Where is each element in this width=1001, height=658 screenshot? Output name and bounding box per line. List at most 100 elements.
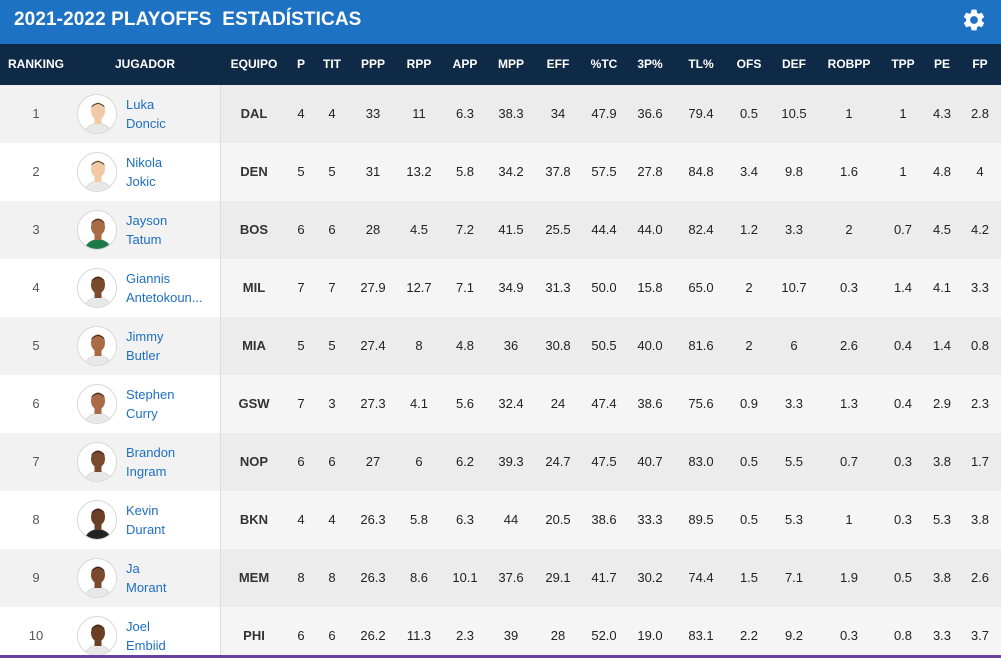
player-first-name: Jimmy — [126, 329, 164, 344]
player-name-link[interactable]: Stephen Curry — [126, 385, 218, 423]
cell-tl: 83.1 — [688, 628, 714, 643]
cell-eff: 28 — [550, 628, 566, 643]
column-header-p[interactable]: P — [296, 57, 305, 71]
cell-equipo: BKN — [239, 512, 269, 527]
cell-def: 10.7 — [781, 280, 807, 295]
column-divider — [220, 85, 221, 658]
cell-app: 6.2 — [455, 454, 475, 469]
column-header-ppp[interactable]: PPP — [360, 57, 385, 71]
column-header-tc[interactable]: %TC — [590, 57, 618, 71]
cell-3p: 30.2 — [637, 570, 663, 585]
cell-fp: 0.8 — [970, 338, 990, 353]
player-last-name: Embiid — [126, 638, 166, 653]
column-header-ranking[interactable]: RANKING — [8, 57, 64, 71]
column-header-rpp[interactable]: RPP — [406, 57, 432, 71]
cell-tl: 84.8 — [688, 164, 714, 179]
player-name-link[interactable]: Giannis Antetokoun... — [126, 269, 218, 307]
cell-p: 6 — [297, 628, 305, 643]
column-header-robpp[interactable]: ROBPP — [827, 57, 871, 71]
cell-rpp: 11 — [412, 106, 426, 121]
player-avatar — [77, 500, 117, 540]
column-header-equipo[interactable]: EQUIPO — [230, 57, 278, 71]
cell-mpp: 39.3 — [498, 454, 524, 469]
cell-pe: 4.5 — [932, 222, 952, 237]
cell-equipo: PHI — [243, 628, 265, 643]
cell-tc: 44.4 — [591, 222, 617, 237]
column-header-jugador[interactable]: JUGADOR — [114, 57, 175, 71]
row-data-background — [221, 259, 1001, 317]
cell-ranking: 9 — [32, 570, 40, 585]
cell-tl: 75.6 — [688, 396, 714, 411]
cell-ranking: 4 — [32, 280, 40, 295]
column-header-def[interactable]: DEF — [782, 57, 806, 71]
player-last-name: Durant — [126, 522, 166, 537]
player-first-name: Stephen — [126, 387, 175, 402]
row-data-background — [221, 85, 1001, 143]
cell-eff: 29.1 — [545, 570, 571, 585]
player-name-link[interactable]: Kevin Durant — [126, 501, 218, 539]
player-name-link[interactable]: Brandon Ingram — [126, 443, 218, 481]
cell-def: 5.5 — [784, 454, 804, 469]
table-row: 8 BKN 4 4 26.3 5.8 6.3 44 20.5 38.6 33.3 89.5 0.5 5.3… — [0, 491, 1001, 549]
cell-robpp: 0.7 — [839, 454, 859, 469]
player-name-link[interactable]: Jayson Tatum — [126, 211, 218, 249]
cell-3p: 19.0 — [637, 628, 663, 643]
row-data-background — [221, 491, 1001, 549]
cell-pe: 3.8 — [932, 570, 952, 585]
cell-mpp: 44 — [503, 512, 519, 527]
cell-tpp: 1.4 — [893, 280, 913, 295]
cell-mpp: 36 — [503, 338, 519, 353]
column-header-tit[interactable]: TIT — [323, 57, 341, 71]
cell-tl: 65.0 — [688, 280, 714, 295]
table-row: 7 NOP 6 6 27 6 6.2 39.3 24.7 47.5 40.7 83.0 0.5 5.5 0.… — [0, 433, 1001, 491]
column-header-3p[interactable]: 3P% — [637, 57, 663, 71]
cell-p: 4 — [297, 512, 305, 527]
player-name-link[interactable]: Nikola Jokic — [126, 153, 218, 191]
cell-tc: 57.5 — [591, 164, 617, 179]
player-name-link[interactable]: Ja Morant — [126, 559, 218, 597]
cell-tpp: 0.4 — [893, 338, 913, 353]
cell-ofs: 2.2 — [739, 628, 759, 643]
player-name-link[interactable]: Joel Embiid — [126, 617, 218, 655]
cell-tit: 4 — [328, 512, 336, 527]
cell-tl: 79.4 — [688, 106, 714, 121]
cell-rpp: 6 — [415, 454, 423, 469]
cell-equipo: NOP — [239, 454, 269, 469]
player-avatar — [77, 152, 117, 192]
cell-mpp: 34.9 — [498, 280, 524, 295]
cell-pe: 3.3 — [932, 628, 952, 643]
cell-p: 8 — [297, 570, 305, 585]
cell-tit: 4 — [328, 106, 336, 121]
column-header-eff[interactable]: EFF — [546, 57, 570, 71]
row-data-background — [221, 201, 1001, 259]
player-first-name: Luka — [126, 97, 155, 112]
column-header-fp[interactable]: FP — [972, 57, 988, 71]
column-header-tpp[interactable]: TPP — [891, 57, 915, 71]
cell-equipo: BOS — [239, 222, 269, 237]
player-avatar — [77, 94, 117, 134]
cell-tl: 89.5 — [688, 512, 714, 527]
cell-app: 5.6 — [455, 396, 475, 411]
cell-tc: 50.0 — [591, 280, 617, 295]
cell-equipo: MEM — [238, 570, 270, 585]
cell-mpp: 32.4 — [498, 396, 524, 411]
table-row: 4 MIL 7 7 27.9 12.7 7.1 34.9 31.3 50.0 15.8 65.0 2 10… — [0, 259, 1001, 317]
cell-tit: 6 — [328, 222, 336, 237]
player-name-link[interactable]: Luka Doncic — [126, 95, 218, 133]
column-header-ofs[interactable]: OFS — [736, 57, 762, 71]
player-first-name: Nikola — [126, 155, 163, 170]
cell-equipo: DEN — [240, 164, 268, 179]
cell-rpp: 4.5 — [409, 222, 429, 237]
column-header-pe[interactable]: PE — [933, 57, 950, 71]
column-header-app[interactable]: APP — [452, 57, 478, 71]
gear-icon[interactable] — [961, 7, 987, 33]
player-name-link[interactable]: Jimmy Butler — [126, 327, 218, 365]
cell-tit: 5 — [328, 338, 336, 353]
column-header-mpp[interactable]: MPP — [497, 57, 524, 71]
cell-3p: 44.0 — [637, 222, 663, 237]
cell-app: 6.3 — [455, 512, 475, 527]
cell-ranking: 10 — [28, 628, 44, 643]
column-header-tl[interactable]: TL% — [688, 57, 714, 71]
cell-tit: 6 — [328, 628, 336, 643]
player-first-name: Brandon — [126, 445, 176, 460]
